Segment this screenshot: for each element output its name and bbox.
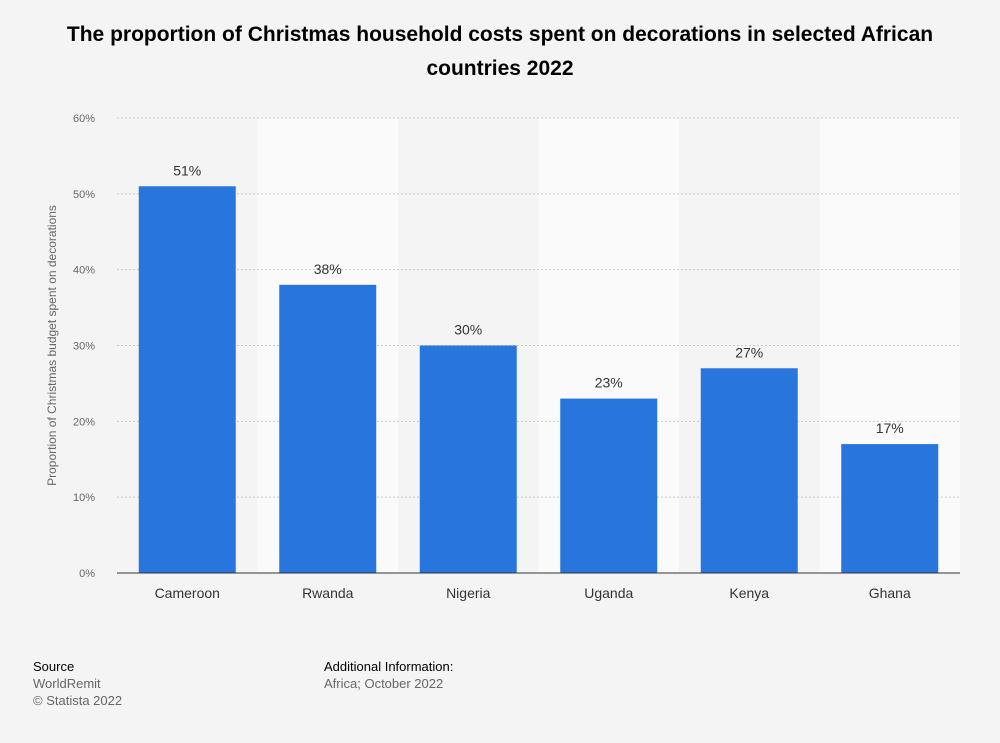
y-tick-label: 20% bbox=[73, 416, 95, 428]
value-label: 51% bbox=[173, 162, 201, 178]
y-tick-label: 40% bbox=[73, 265, 95, 277]
value-label: 17% bbox=[876, 420, 904, 436]
category-label: Cameroon bbox=[155, 585, 220, 601]
bar-uganda bbox=[560, 398, 658, 573]
chart-title: The proportion of Christmas household co… bbox=[66, 23, 934, 80]
value-label: 38% bbox=[314, 261, 342, 277]
category-label: Uganda bbox=[584, 585, 633, 601]
copyright: © Statista 2022 bbox=[33, 693, 123, 708]
category-label: Ghana bbox=[869, 585, 911, 601]
value-label: 23% bbox=[595, 375, 623, 391]
value-label: 30% bbox=[454, 322, 482, 338]
bar-nigeria bbox=[419, 345, 517, 573]
additional-info-section: Additional Information: Africa; October … bbox=[324, 658, 453, 692]
y-tick-label: 30% bbox=[73, 341, 95, 353]
bar-ghana bbox=[841, 444, 939, 573]
y-tick-label: 60% bbox=[73, 113, 95, 125]
additional-info-text: Africa; October 2022 bbox=[324, 676, 444, 691]
value-label: 27% bbox=[735, 344, 763, 360]
y-tick-label: 0% bbox=[79, 568, 95, 580]
additional-info-heading: Additional Information: bbox=[324, 659, 454, 674]
category-label: Nigeria bbox=[446, 585, 491, 601]
category-label: Rwanda bbox=[302, 585, 354, 601]
source-section: Source WorldRemit © Statista 2022 bbox=[33, 658, 122, 709]
y-axis-title: Proportion of Christmas budget spent on … bbox=[45, 205, 59, 486]
y-tick-label: 10% bbox=[73, 492, 95, 504]
bar-cameroon bbox=[138, 186, 236, 573]
source-heading: Source bbox=[33, 659, 75, 674]
source-name: WorldRemit bbox=[33, 676, 101, 691]
y-tick-label: 50% bbox=[73, 189, 95, 201]
category-label: Kenya bbox=[729, 585, 769, 601]
bar-rwanda bbox=[279, 284, 377, 573]
bar-kenya bbox=[700, 368, 798, 573]
